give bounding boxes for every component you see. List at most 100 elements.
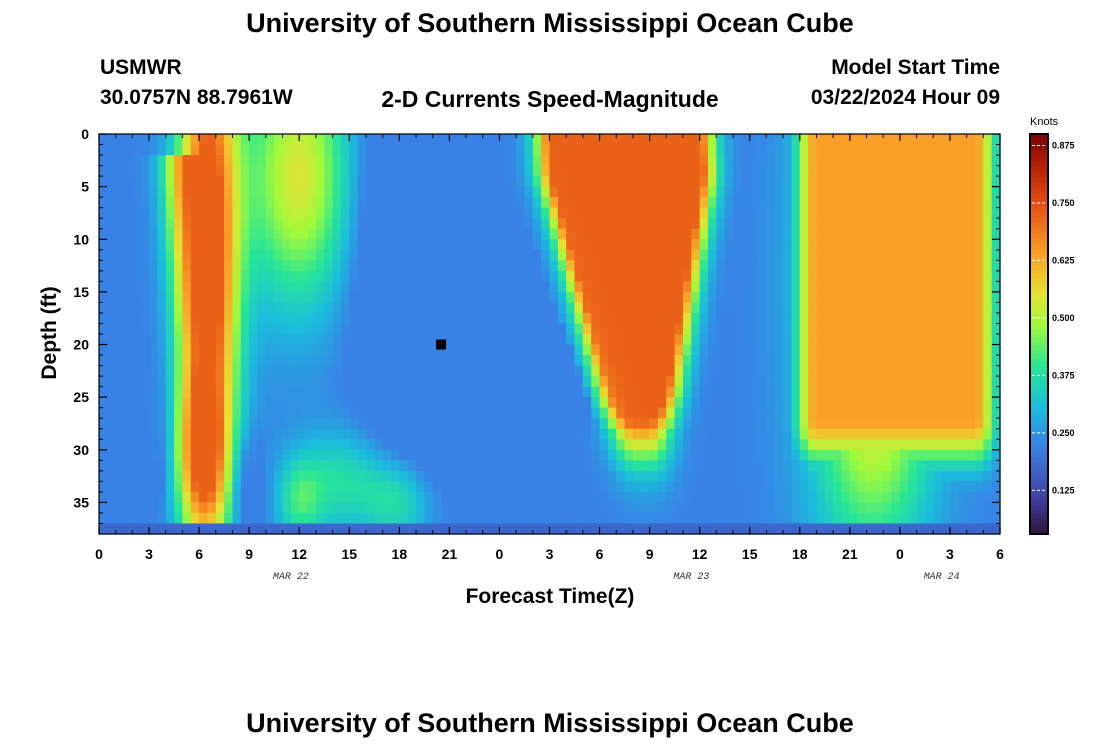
heatmap-cell — [599, 207, 609, 219]
heatmap-cell — [215, 449, 225, 461]
heatmap-cell — [190, 186, 200, 198]
heatmap-cell — [324, 386, 334, 398]
heatmap-cell — [891, 365, 901, 377]
x-tick-label: 9 — [646, 546, 654, 562]
heatmap-cell — [374, 165, 384, 177]
heatmap-cell — [274, 397, 284, 409]
heatmap-cell — [858, 481, 868, 493]
heatmap-cell — [674, 134, 684, 146]
heatmap-cell — [124, 291, 133, 304]
heatmap-cell — [299, 228, 309, 240]
heatmap-cell — [607, 134, 617, 146]
heatmap-cell — [949, 281, 959, 293]
heatmap-cell — [416, 470, 425, 482]
heatmap-cell — [466, 323, 476, 335]
heatmap-cell — [641, 260, 651, 272]
heatmap-cell — [766, 239, 776, 251]
heatmap-cell — [774, 291, 784, 304]
heatmap-cell — [799, 134, 809, 146]
heatmap-cell — [315, 418, 325, 430]
heatmap-cell — [232, 270, 242, 282]
heatmap-cell — [365, 312, 375, 325]
heatmap-cell — [991, 302, 1001, 314]
heatmap-cell — [766, 428, 776, 440]
heatmap-cell — [991, 376, 1001, 388]
heatmap-cell — [224, 376, 234, 388]
heatmap-cell — [607, 207, 617, 219]
heatmap-cell — [816, 428, 826, 440]
heatmap-cell — [290, 144, 300, 156]
heatmap-cell — [949, 344, 959, 356]
heatmap-cell — [607, 176, 617, 188]
heatmap-cell — [432, 281, 442, 293]
heatmap-cell — [691, 491, 701, 504]
heatmap-cell — [858, 502, 868, 514]
heatmap-cell — [599, 449, 609, 461]
heatmap-cell — [624, 155, 634, 167]
heatmap-cell — [983, 502, 993, 514]
heatmap-cell — [532, 355, 542, 367]
heatmap-cell — [382, 481, 392, 493]
heatmap-cell — [282, 228, 292, 240]
heatmap-cell — [708, 186, 717, 198]
heatmap-cell — [858, 428, 868, 440]
heatmap-cell — [641, 481, 651, 493]
heatmap-cell — [624, 512, 634, 525]
heatmap-cell — [524, 344, 534, 356]
heatmap-cell — [891, 312, 901, 325]
heatmap-cell — [624, 460, 634, 472]
heatmap-cell — [215, 134, 225, 146]
heatmap-cell — [332, 260, 342, 272]
heatmap-cell — [741, 449, 751, 461]
heatmap-cell — [966, 428, 976, 440]
colorbar-step — [1030, 518, 1048, 523]
heatmap-cell — [657, 312, 667, 325]
heatmap-cell — [599, 144, 609, 156]
heatmap-cell — [557, 397, 567, 409]
heatmap-cell — [916, 218, 926, 230]
heatmap-cell — [340, 418, 350, 430]
heatmap-cell — [866, 491, 876, 504]
heatmap-cell — [207, 312, 217, 325]
heatmap-cell — [674, 523, 684, 535]
heatmap-cell — [140, 439, 150, 451]
heatmap-cell — [516, 386, 526, 398]
heatmap-cell — [933, 334, 943, 346]
heatmap-cell — [774, 228, 784, 240]
heatmap-cell — [257, 260, 267, 272]
heatmap-cell — [257, 428, 267, 440]
heatmap-cell — [749, 207, 759, 219]
heatmap-cell — [532, 239, 542, 251]
heatmap-cell — [674, 207, 684, 219]
heatmap-cell — [507, 376, 517, 388]
heatmap-cell — [699, 228, 709, 240]
heatmap-cell — [315, 239, 325, 251]
heatmap-cell — [941, 512, 951, 525]
heatmap-cell — [808, 228, 818, 240]
heatmap-cell — [983, 355, 993, 367]
heatmap-cell — [182, 144, 192, 156]
heatmap-cell — [516, 491, 526, 504]
heatmap-cell — [207, 302, 217, 314]
heatmap-cell — [791, 218, 801, 230]
heatmap-cell — [582, 397, 592, 409]
heatmap-cell — [624, 176, 634, 188]
heatmap-cell — [432, 386, 442, 398]
heatmap-cell — [866, 407, 876, 419]
heatmap-cell — [632, 439, 642, 451]
heatmap-cell — [441, 260, 450, 272]
heatmap-cell — [991, 407, 1001, 419]
heatmap-cell — [357, 376, 367, 388]
heatmap-cell — [774, 407, 784, 419]
heatmap-cell — [499, 270, 509, 282]
heatmap-cell — [741, 302, 751, 314]
heatmap-cell — [858, 512, 868, 525]
heatmap-cell — [315, 365, 325, 377]
colorbar-step — [1030, 418, 1048, 423]
heatmap-cell — [858, 239, 868, 251]
heatmap-cell — [491, 439, 501, 451]
heatmap-cell — [749, 218, 759, 230]
heatmap-cell — [332, 355, 342, 367]
heatmap-cell — [924, 312, 934, 325]
heatmap-cell — [132, 249, 142, 261]
